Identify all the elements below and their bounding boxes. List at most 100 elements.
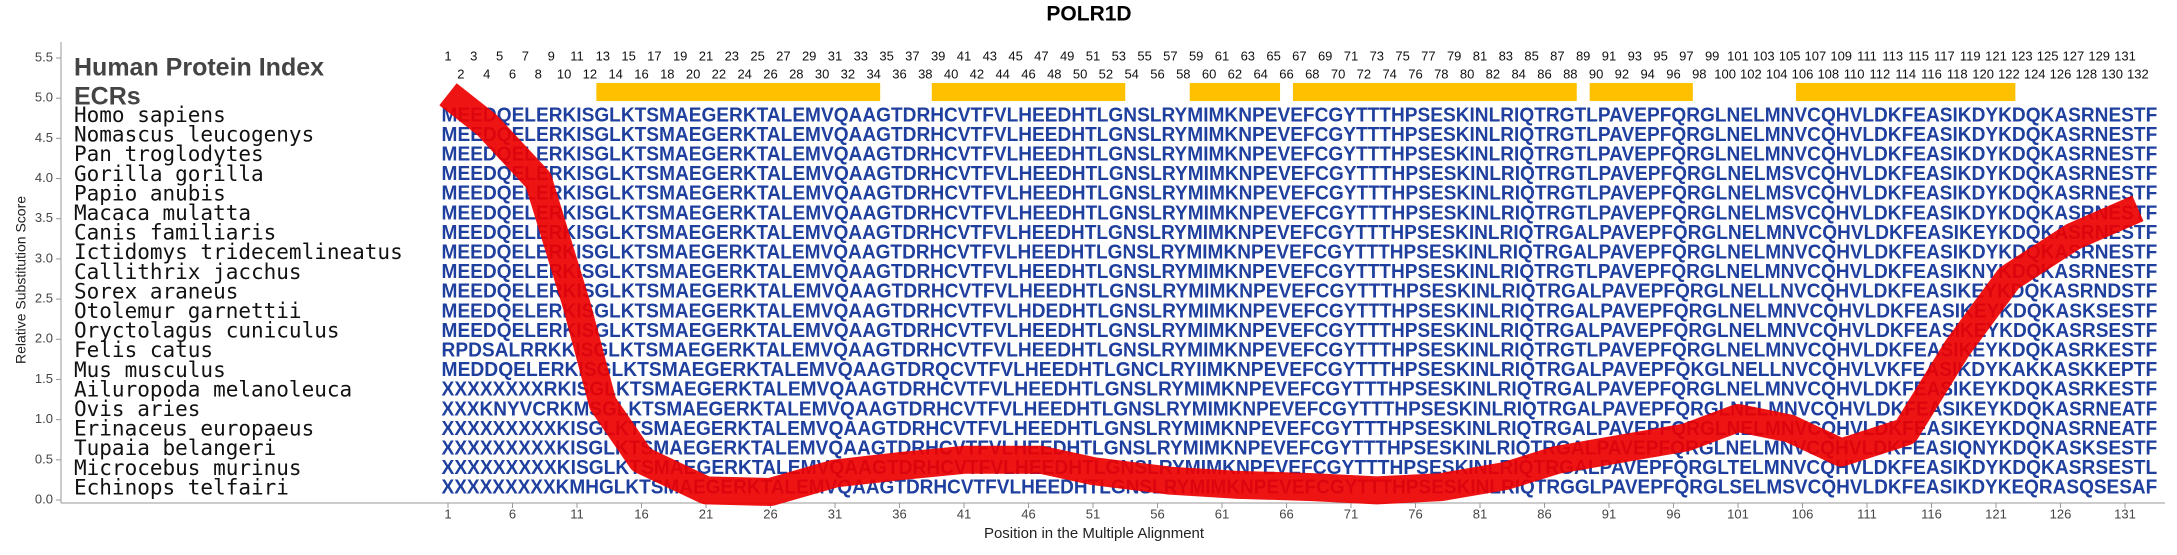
ecr-bar [1292, 83, 1577, 101]
x-tick-label: 1 [444, 506, 451, 521]
position-number: 68 [1305, 66, 1319, 81]
ecr-bar [1796, 83, 2016, 101]
position-number: 33 [854, 48, 868, 63]
x-tick-label: 31 [828, 506, 842, 521]
position-number: 14 [608, 66, 622, 81]
ecr-label: ECRs [74, 83, 141, 111]
position-number: 35 [879, 48, 893, 63]
position-number: 55 [1137, 48, 1151, 63]
y-axis-label: Relative Substitution Score [13, 196, 29, 364]
position-number: 46 [1021, 66, 1035, 81]
position-number: 130 [2101, 66, 2123, 81]
species-name: Tupaia belangeri [74, 436, 276, 460]
position-number: 49 [1060, 48, 1074, 63]
position-number: 118 [1947, 66, 1968, 81]
x-tick-label: 91 [1602, 506, 1616, 521]
species-name: Otolemur garnettii [74, 299, 302, 323]
position-number: 56 [1150, 66, 1164, 81]
position-number: 107 [1805, 48, 1827, 63]
position-number: 81 [1473, 48, 1487, 63]
position-number: 132 [2127, 66, 2149, 81]
position-number: 105 [1779, 48, 1801, 63]
x-tick-label: 121 [1985, 506, 2007, 521]
position-number: 109 [1830, 48, 1852, 63]
position-number: 5 [496, 48, 503, 63]
position-number: 66 [1279, 66, 1293, 81]
x-tick-label: 46 [1021, 506, 1035, 521]
y-tick-label: 5.0 [35, 90, 53, 105]
position-number: 22 [712, 66, 726, 81]
position-number: 61 [1215, 48, 1229, 63]
x-tick-label: 51 [1086, 506, 1100, 521]
position-number: 75 [1395, 48, 1409, 63]
x-tick-label: 36 [892, 506, 906, 521]
position-number: 20 [686, 66, 700, 81]
x-axis-label: Position in the Multiple Alignment [984, 525, 1205, 542]
position-number: 74 [1382, 66, 1396, 81]
position-number: 111 [1857, 48, 1877, 63]
position-number: 60 [1202, 66, 1216, 81]
position-number: 113 [1882, 48, 1903, 63]
species-name: Microcebus murinus [74, 456, 302, 480]
x-tick-label: 111 [1857, 506, 1877, 521]
species-name: Macaca mulatta [74, 201, 251, 225]
position-number: 96 [1666, 66, 1680, 81]
position-number: 37 [905, 48, 919, 63]
position-number: 131 [2114, 48, 2136, 63]
position-number: 125 [2037, 48, 2059, 63]
sequence: MEEDQELERKISGLKTSMAEGERKTALEMVQAAGTDRHCV… [442, 261, 2158, 283]
position-number: 10 [557, 66, 571, 81]
position-number: 116 [1921, 66, 1942, 81]
position-number: 43 [983, 48, 997, 63]
position-number: 121 [1985, 48, 2007, 63]
sequence: MEEDQELERKISGLKTSMAEGERKTALEMVQAAGTDRHCV… [442, 281, 2158, 303]
position-number: 115 [1908, 48, 1929, 63]
position-number: 64 [1253, 66, 1267, 81]
species-name: Canis familiaris [74, 221, 276, 245]
position-number: 117 [1934, 48, 1955, 63]
x-tick-label: 16 [634, 506, 648, 521]
x-tick-label: 21 [699, 506, 713, 521]
species-name: Ailuropoda melanoleuca [74, 377, 352, 401]
position-number: 11 [570, 48, 584, 63]
x-tick-label: 56 [1150, 506, 1164, 521]
position-number: 48 [1047, 66, 1061, 81]
position-number: 79 [1447, 48, 1461, 63]
x-tick-label: 81 [1473, 506, 1487, 521]
position-number: 47 [1034, 48, 1048, 63]
position-number: 42 [970, 66, 984, 81]
sequence: MEEDQELERKISGLKTSMAEGERKTALEMVQAAGTDRHCV… [442, 320, 2158, 342]
position-number: 89 [1576, 48, 1590, 63]
position-number: 15 [621, 48, 635, 63]
score-line [439, 83, 2144, 506]
species-name: Ictidomys tridecemlineatus [74, 240, 403, 264]
position-number: 29 [802, 48, 816, 63]
species-name: Felis catus [74, 338, 213, 362]
position-number: 88 [1563, 66, 1577, 81]
position-number: 119 [1960, 48, 1981, 63]
position-number: 6 [509, 66, 516, 81]
position-number: 124 [2024, 66, 2046, 81]
sequence: MEEDQELERKISGLKTSMAEGERKTALEMVQAAGTDRHCV… [442, 202, 2158, 224]
x-tick-label: 131 [2114, 506, 2136, 521]
position-number: 80 [1460, 66, 1474, 81]
position-number: 31 [828, 48, 842, 63]
x-tick-label: 26 [763, 506, 777, 521]
x-tick-label: 71 [1344, 506, 1358, 521]
position-number: 1 [444, 48, 451, 63]
position-number: 101 [1727, 48, 1749, 63]
index-label: Human Protein Index [74, 54, 324, 82]
position-number: 94 [1640, 66, 1654, 81]
position-number: 59 [1189, 48, 1203, 63]
position-number: 21 [699, 48, 713, 63]
position-number: 26 [763, 66, 777, 81]
sequence: MEEDQELERKISGLKTSMAEGERKTALEMVQAAGTDRHCV… [442, 163, 2158, 185]
position-number: 44 [995, 66, 1009, 81]
position-number: 8 [535, 66, 542, 81]
position-number: 91 [1602, 48, 1616, 63]
species-name: Sorex araneus [74, 279, 238, 303]
y-tick-label: 2.5 [35, 291, 53, 306]
sequence: MEEDQELERKISGLKTSMAEGERKTALEMVQAAGTDRHCV… [442, 300, 2158, 322]
species-name: Papio anubis [74, 181, 226, 205]
position-number: 85 [1524, 48, 1538, 63]
